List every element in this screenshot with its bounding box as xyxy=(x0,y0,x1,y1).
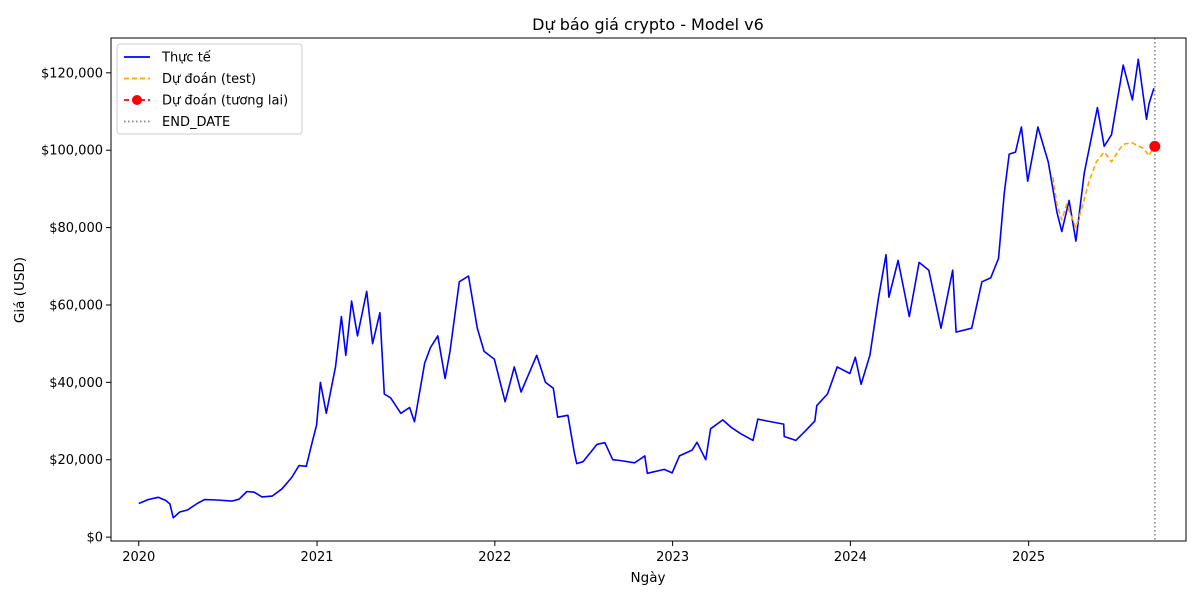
x-tick-label: 2021 xyxy=(300,550,333,565)
y-tick-label: $20,000 xyxy=(49,453,103,468)
legend-label: Dự đoán (tương lai) xyxy=(162,94,288,109)
y-tick-label: $40,000 xyxy=(49,376,103,391)
legend-label: Thực tế xyxy=(161,51,211,66)
future-forecast-point xyxy=(1149,140,1161,152)
series-line-test xyxy=(1052,141,1155,229)
y-tick-label: $60,000 xyxy=(49,298,103,313)
x-tick-label: 2020 xyxy=(122,550,155,565)
chart-title: Dự báo giá crypto - Model v6 xyxy=(532,15,764,34)
x-tick-label: 2023 xyxy=(656,550,689,565)
y-axis-title: Giá (USD) xyxy=(12,257,28,323)
axes: 2020 2021 2022 2023 2024 2025 $0 $20,000 $40,000… xyxy=(41,37,1187,565)
x-tick-label: 2022 xyxy=(478,550,511,565)
plot-area xyxy=(138,38,1161,541)
legend-label: Dự đoán (test) xyxy=(162,72,256,87)
y-tick-label: $0 xyxy=(86,531,103,546)
y-tick-label: $120,000 xyxy=(41,66,103,81)
y-tick-label: $100,000 xyxy=(41,144,103,159)
x-axis-title: Ngày xyxy=(631,570,666,586)
x-tick-label: 2024 xyxy=(834,550,867,565)
axes-frame xyxy=(110,37,1187,542)
legend: Thực tế Dự đoán (test) Dự đoán (tương lai)… xyxy=(116,43,303,135)
x-tick-label: 2025 xyxy=(1012,550,1045,565)
legend-label: END_DATE xyxy=(162,115,230,130)
legend-box xyxy=(116,43,303,135)
legend-marker xyxy=(132,95,142,105)
series-line-actual xyxy=(138,58,1155,519)
y-tick-label: $80,000 xyxy=(49,221,103,236)
